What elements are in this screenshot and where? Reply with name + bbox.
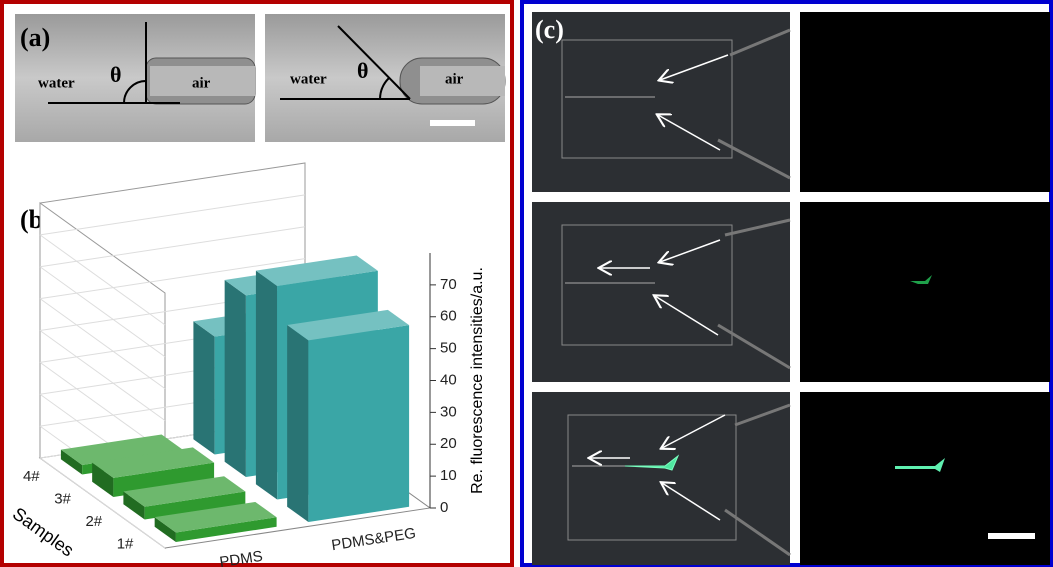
panel-label: (c): [535, 15, 564, 44]
bar-side: [287, 325, 308, 522]
y-tick-label: 3#: [54, 491, 71, 508]
z-tick-label: 70: [440, 276, 457, 293]
angle-label: θ: [357, 58, 368, 83]
x-tick-label: PDMS: [218, 548, 263, 567]
bar-side: [225, 280, 246, 477]
z-tick-label: 20: [440, 435, 457, 452]
bar-side: [193, 321, 214, 454]
z-axis-title: Re. fluorescence intensities/a.u.: [469, 267, 486, 494]
bar-side: [256, 271, 277, 500]
z-tick-label: 40: [440, 371, 457, 388]
photo-label: air: [445, 71, 464, 87]
photo-label: water: [38, 75, 75, 91]
z-tick-label: 10: [440, 467, 457, 484]
photo-label: water: [290, 71, 327, 87]
z-tick-label: 30: [440, 403, 457, 420]
z-tick-label: 0: [440, 499, 448, 516]
z-tick-label: 60: [440, 308, 457, 325]
y-tick-label: 2#: [85, 513, 102, 530]
bar-front: [308, 325, 409, 522]
figure: water θ air water θ air (a) (b): [0, 0, 1053, 567]
x-tick-label: PDMS&PEG: [330, 525, 417, 555]
bar: [287, 310, 409, 522]
photo-label: air: [192, 75, 211, 91]
z-tick-label: 50: [440, 340, 457, 357]
angle-label: θ: [110, 62, 121, 87]
y-axis-title: Samples: [9, 503, 78, 560]
y-tick-label: 4#: [23, 468, 40, 485]
panel-label: (a): [20, 23, 50, 52]
y-tick-label: 1#: [117, 536, 134, 553]
